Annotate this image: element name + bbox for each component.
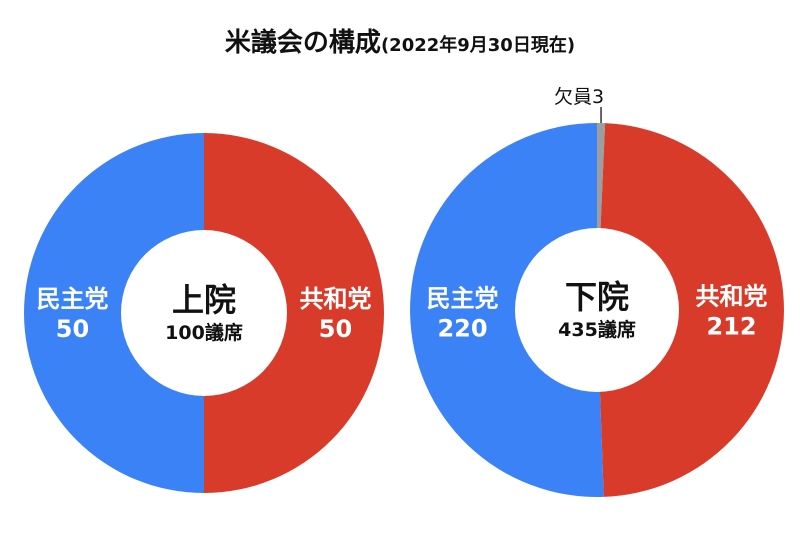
center-title-1: 上院 xyxy=(172,281,236,319)
slice-name-2-2: 共和党 xyxy=(696,282,768,310)
donut-hole-2 xyxy=(515,228,679,392)
slice-name-1-2: 民主党 xyxy=(37,285,109,313)
center-sub-2: 435議席 xyxy=(558,318,636,341)
chart-title: 米議会の構成(2022年9月30日現在) xyxy=(0,30,800,56)
slice-name-1-1: 共和党 xyxy=(300,285,372,313)
donut-hole-1 xyxy=(121,230,287,396)
slice-value-1-2: 50 xyxy=(56,315,89,343)
slice-name-2-3: 民主党 xyxy=(427,284,499,312)
center-sub-1: 100議席 xyxy=(165,321,243,344)
slice-value-2-3: 220 xyxy=(437,314,487,342)
slice-1-1 xyxy=(204,133,384,493)
chart-title-main: 米議会の構成 xyxy=(224,28,381,58)
slice-value-2-2: 212 xyxy=(706,312,756,340)
center-title-2: 下院 xyxy=(565,278,629,316)
slice-value-1-1: 50 xyxy=(319,315,352,343)
chart-title-date: (2022年9月30日現在) xyxy=(380,35,576,56)
slice-1-2 xyxy=(24,133,204,493)
slice-2-3 xyxy=(410,123,604,497)
slice-2-2 xyxy=(597,123,784,497)
callout-label-2-1: 欠員3 xyxy=(554,86,604,108)
